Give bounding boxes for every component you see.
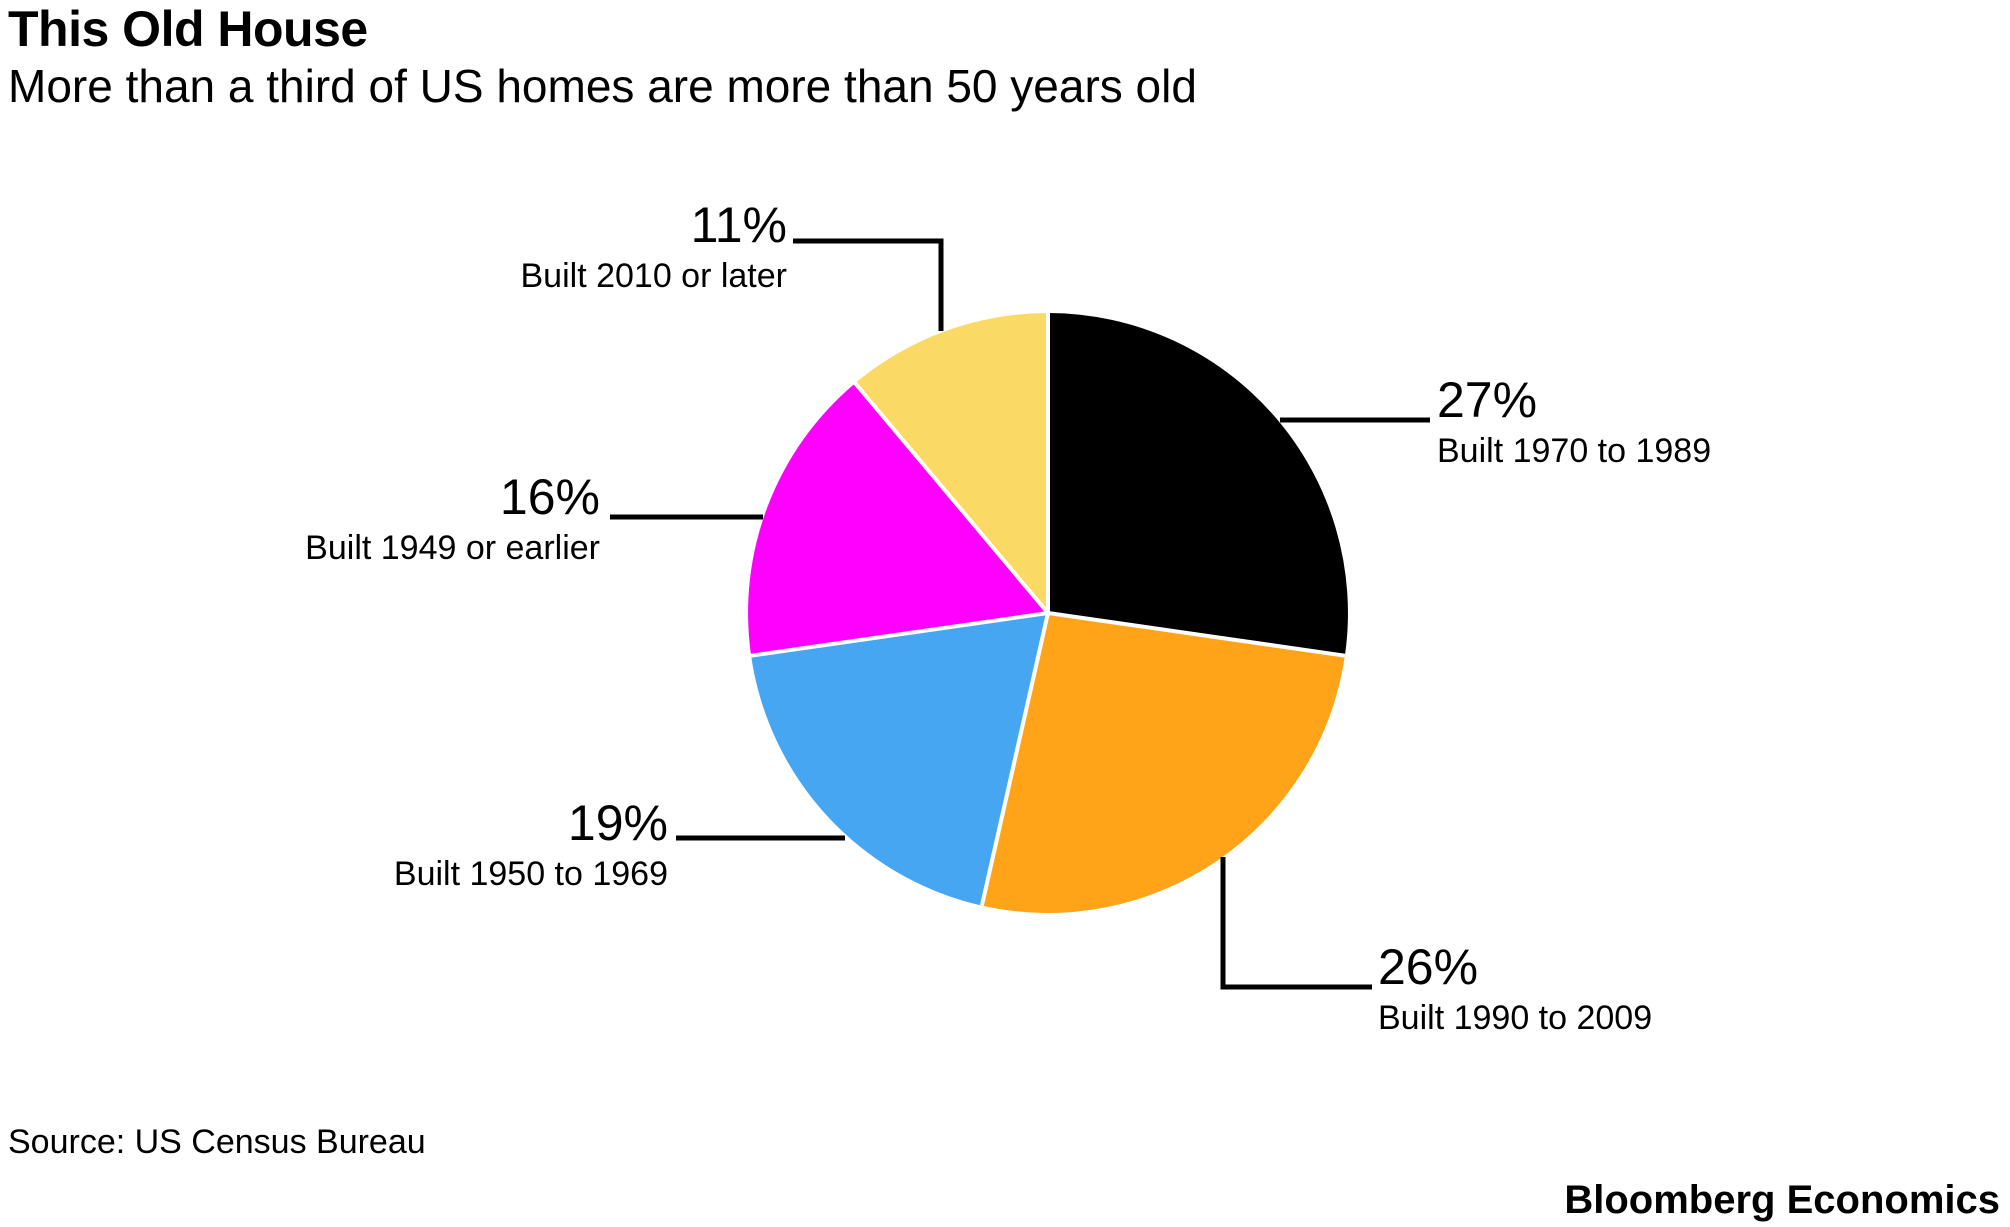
leader-line-26pct: [1220, 857, 1372, 990]
chart-subtitle: More than a third of US homes are more t…: [8, 60, 1197, 112]
leader-lines: [610, 238, 1430, 990]
pie-slice-built-1970-to-1989: [1048, 313, 1348, 656]
slice-label-built-1949-or-earlier: 16% Built 1949 or earlier: [305, 472, 600, 567]
chart-title: This Old House: [8, 1, 368, 57]
pie-slice-built-1949-or-earlier: [748, 383, 1048, 656]
source-note: Source: US Census Bureau: [8, 1123, 426, 1161]
slice-percent-16: 16%: [499, 469, 600, 525]
pie-slice-separators: [750, 313, 1346, 907]
slice-percent-27: 27%: [1437, 372, 1538, 428]
slice-description-16: Built 1949 or earlier: [305, 529, 600, 567]
leader-line-11pct: [793, 238, 944, 331]
pie-slice-separator: [1047, 611, 1346, 658]
slice-label-built-2010-or-later: 11% Built 2010 or later: [521, 200, 788, 295]
slice-description-27: Built 1970 to 1989: [1437, 432, 1712, 470]
pie-slice-built-1990-to-2009: [981, 613, 1345, 913]
pie-slice-built-2010-or-later: [855, 313, 1048, 613]
slice-description-11: Built 2010 or later: [520, 257, 788, 295]
slice-percent-19: 19%: [567, 795, 668, 851]
slice-label-built-1970-to-1989: 27% Built 1970 to 1989: [1437, 375, 1711, 470]
pie-slice-built-1950-to-1969: [751, 613, 1048, 906]
pie-slice-separator: [979, 612, 1050, 907]
slice-description-26: Built 1990 to 2009: [1378, 999, 1653, 1037]
slice-label-built-1950-to-1969: 19% Built 1950 to 1969: [394, 798, 668, 893]
slice-label-built-1990-to-2009: 26% Built 1990 to 2009: [1378, 942, 1652, 1037]
pie-slice-separator: [853, 381, 1050, 615]
slice-percent-26: 26%: [1378, 939, 1479, 995]
pie-slices: [748, 313, 1348, 913]
brand-logo-text: Bloomberg Economics: [1564, 1178, 2000, 1222]
slice-percent-11: 11%: [690, 197, 787, 253]
slice-description-19: Built 1950 to 1969: [393, 855, 668, 893]
pie-slice-separator: [750, 611, 1049, 658]
